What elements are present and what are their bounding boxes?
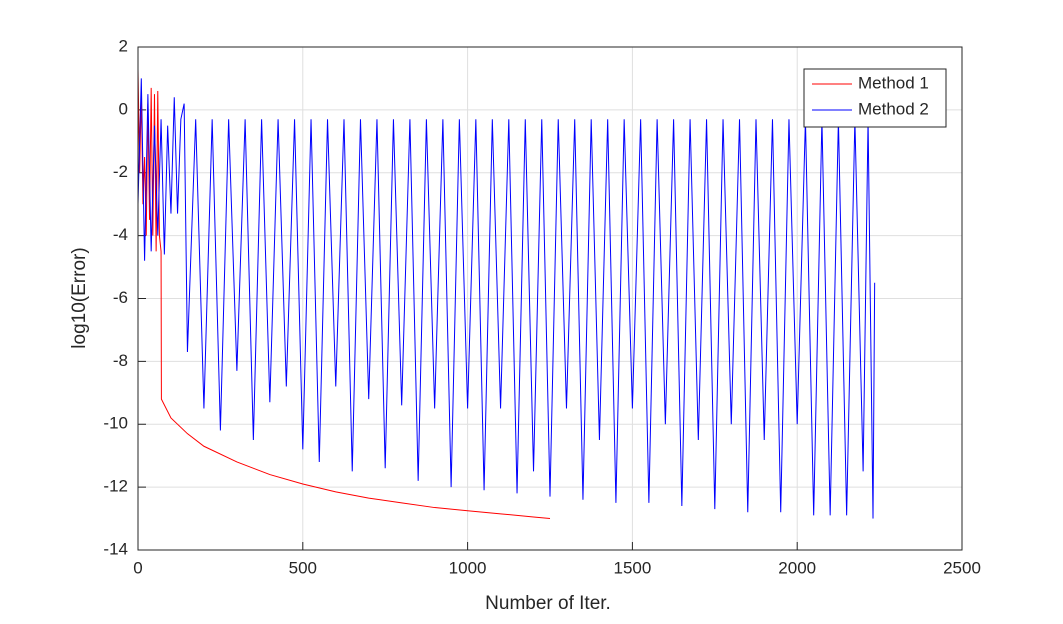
x-tick-label: 2000 (778, 558, 816, 577)
y-tick-label: -8 (113, 351, 128, 370)
x-tick-label: 1000 (449, 558, 487, 577)
y-axis-label: log10(Error) (69, 247, 90, 348)
y-tick-label: 0 (119, 99, 128, 118)
y-tick-label: -4 (113, 225, 128, 244)
x-tick-label: 2500 (943, 558, 981, 577)
axes-box (137, 46, 963, 551)
y-tick-label: -12 (103, 477, 128, 496)
y-tick-label: -6 (113, 288, 128, 307)
legend-label: Method 2 (858, 99, 929, 118)
y-tick-label: -10 (103, 414, 128, 433)
data-line (137, 69, 551, 520)
y-tick-label: -14 (103, 539, 128, 558)
x-axis-label: Number of Iter. (485, 593, 611, 614)
x-tick-label: 0 (133, 558, 142, 577)
x-tick-label: 1500 (613, 558, 651, 577)
legend-label: Method 1 (858, 73, 929, 92)
x-tick-label: 500 (289, 558, 317, 577)
legend-box (803, 68, 947, 128)
y-tick-label: 2 (119, 36, 128, 55)
data-line (137, 78, 876, 519)
y-tick-label: -2 (113, 162, 128, 181)
